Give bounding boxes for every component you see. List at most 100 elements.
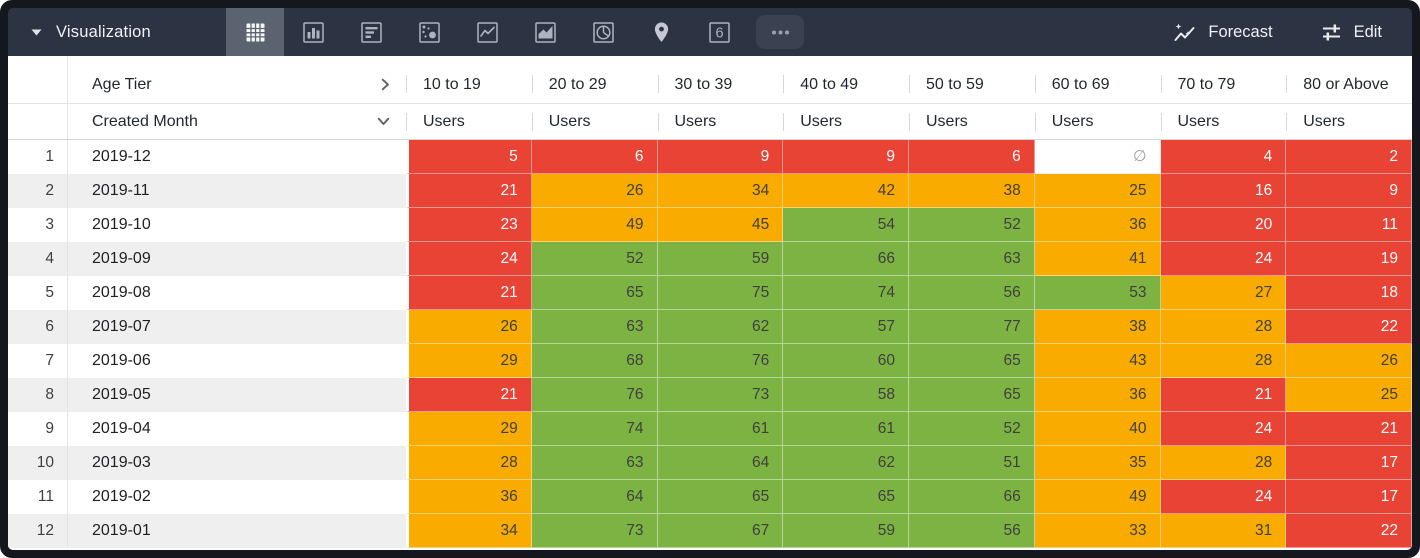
value-cell[interactable]: 61 — [657, 412, 784, 446]
value-cell[interactable]: 76 — [531, 378, 658, 412]
value-cell[interactable]: 64 — [657, 446, 784, 480]
measure-header[interactable]: Users — [532, 104, 658, 139]
value-cell[interactable]: 17 — [1286, 446, 1412, 480]
value-cell[interactable]: 65 — [783, 480, 909, 514]
value-cell[interactable]: 40 — [1034, 412, 1161, 446]
value-cell[interactable]: 63 — [531, 446, 658, 480]
table-icon[interactable] — [226, 8, 284, 56]
value-cell[interactable]: 61 — [783, 412, 909, 446]
value-cell[interactable]: 65 — [909, 344, 1035, 378]
value-cell[interactable]: 2 — [1286, 140, 1412, 174]
scatterplot-icon[interactable] — [400, 8, 458, 56]
value-cell[interactable]: 74 — [531, 412, 658, 446]
value-cell[interactable]: 65 — [909, 378, 1035, 412]
value-cell[interactable]: 28 — [1160, 344, 1287, 378]
value-cell[interactable]: 74 — [783, 276, 909, 310]
column-header-30-to-39[interactable]: 30 to 39 — [658, 56, 784, 103]
column-header-60-to-69[interactable]: 60 to 69 — [1035, 56, 1161, 103]
value-cell[interactable]: 59 — [657, 242, 784, 276]
value-cell[interactable]: 73 — [657, 378, 784, 412]
value-cell[interactable]: 49 — [1034, 480, 1161, 514]
value-cell[interactable]: 19 — [1286, 242, 1412, 276]
value-cell[interactable]: 38 — [909, 174, 1035, 208]
column-header-50-to-59[interactable]: 50 to 59 — [909, 56, 1035, 103]
visualization-section-toggle[interactable]: Visualization — [8, 8, 226, 56]
value-cell[interactable]: 21 — [1160, 378, 1287, 412]
value-cell[interactable]: 16 — [1160, 174, 1287, 208]
value-cell[interactable]: 62 — [657, 310, 784, 344]
value-cell[interactable]: 36 — [406, 480, 532, 514]
value-cell[interactable]: 43 — [1034, 344, 1161, 378]
value-cell[interactable]: 54 — [783, 208, 909, 242]
map-icon[interactable] — [632, 8, 690, 56]
value-cell[interactable]: 28 — [1160, 310, 1287, 344]
value-cell[interactable]: 28 — [1160, 446, 1287, 480]
value-cell[interactable]: 33 — [1034, 514, 1161, 548]
value-cell[interactable]: 62 — [783, 446, 909, 480]
value-cell[interactable]: 56 — [909, 276, 1035, 310]
value-cell[interactable]: 57 — [783, 310, 909, 344]
value-cell[interactable]: 63 — [909, 242, 1035, 276]
value-cell[interactable]: 21 — [406, 276, 532, 310]
pivot-field-header[interactable]: Age Tier — [68, 56, 406, 103]
value-cell[interactable]: 64 — [531, 480, 658, 514]
value-cell[interactable]: 26 — [531, 174, 658, 208]
value-cell[interactable]: 6 — [909, 140, 1035, 174]
value-cell[interactable]: 9 — [783, 140, 909, 174]
value-cell[interactable]: 60 — [783, 344, 909, 378]
value-cell[interactable]: 34 — [657, 174, 784, 208]
value-cell[interactable]: 25 — [1034, 174, 1161, 208]
value-cell[interactable]: 36 — [1034, 378, 1161, 412]
single-value-icon[interactable]: 6 — [690, 8, 748, 56]
value-cell[interactable]: 66 — [783, 242, 909, 276]
value-cell[interactable]: 9 — [1286, 174, 1412, 208]
value-cell[interactable]: 65 — [531, 276, 658, 310]
measure-header[interactable]: Users — [406, 104, 532, 139]
value-cell[interactable]: 5 — [406, 140, 532, 174]
value-cell[interactable]: 29 — [406, 412, 532, 446]
value-cell[interactable]: 17 — [1286, 480, 1412, 514]
value-cell[interactable]: 25 — [1286, 378, 1412, 412]
forecast-button[interactable]: Forecast — [1172, 21, 1273, 44]
value-cell[interactable]: 59 — [783, 514, 909, 548]
column-header-20-to-29[interactable]: 20 to 29 — [532, 56, 658, 103]
row-field-header[interactable]: Created Month — [68, 104, 406, 139]
value-cell[interactable]: 28 — [406, 446, 532, 480]
value-cell[interactable]: 68 — [531, 344, 658, 378]
value-cell[interactable]: 38 — [1034, 310, 1161, 344]
value-cell[interactable]: 77 — [909, 310, 1035, 344]
value-cell[interactable]: 24 — [1160, 242, 1287, 276]
value-cell[interactable]: 22 — [1286, 310, 1412, 344]
value-cell[interactable]: 42 — [783, 174, 909, 208]
value-cell[interactable]: 24 — [1160, 412, 1287, 446]
value-cell[interactable]: 29 — [406, 344, 532, 378]
value-cell[interactable]: 41 — [1034, 242, 1161, 276]
value-cell[interactable]: 23 — [406, 208, 532, 242]
value-cell[interactable]: 52 — [909, 208, 1035, 242]
value-cell[interactable]: 63 — [531, 310, 658, 344]
column-header-70-to-79[interactable]: 70 to 79 — [1161, 56, 1287, 103]
value-cell[interactable]: 24 — [406, 242, 532, 276]
value-cell[interactable]: 45 — [657, 208, 784, 242]
value-cell[interactable]: 52 — [909, 412, 1035, 446]
measure-header[interactable]: Users — [909, 104, 1035, 139]
value-cell[interactable]: 75 — [657, 276, 784, 310]
value-cell[interactable]: 20 — [1160, 208, 1287, 242]
column-header-40-to-49[interactable]: 40 to 49 — [783, 56, 909, 103]
value-cell[interactable]: 35 — [1034, 446, 1161, 480]
value-cell[interactable]: 9 — [657, 140, 784, 174]
measure-header[interactable]: Users — [1286, 104, 1412, 139]
value-cell[interactable]: 52 — [531, 242, 658, 276]
value-cell[interactable]: 66 — [909, 480, 1035, 514]
value-cell[interactable]: 67 — [657, 514, 784, 548]
line-chart-icon[interactable] — [458, 8, 516, 56]
bar-chart-icon[interactable] — [342, 8, 400, 56]
value-cell[interactable]: 31 — [1160, 514, 1287, 548]
value-cell[interactable]: 21 — [406, 174, 532, 208]
value-cell[interactable]: 58 — [783, 378, 909, 412]
value-cell[interactable]: 49 — [531, 208, 658, 242]
value-cell[interactable]: 11 — [1286, 208, 1412, 242]
value-cell[interactable]: 6 — [531, 140, 658, 174]
value-cell[interactable]: 36 — [1034, 208, 1161, 242]
measure-header[interactable]: Users — [783, 104, 909, 139]
